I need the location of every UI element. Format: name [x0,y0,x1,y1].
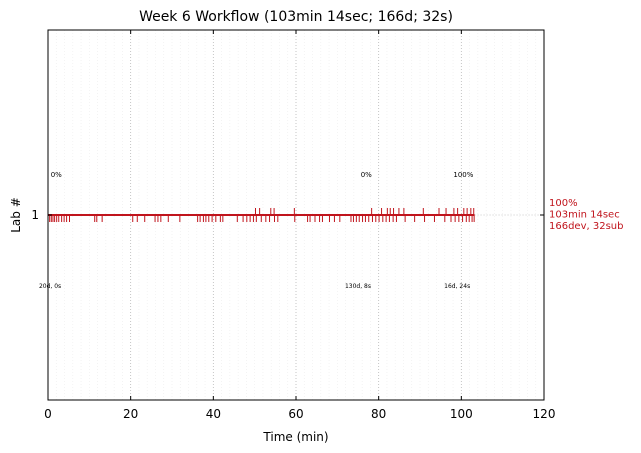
y-tick-label: 1 [31,208,39,222]
segment-count-label: 20d, 0s [39,283,61,290]
segment-count-label: 130d, 8s [345,283,371,290]
lab-lanes: 0% 0% 100%20d, 0s 130d, 8s 16d, 24s100%103mi… [39,171,624,290]
y-axis-label: Lab # [9,197,23,233]
x-tick-label: 120 [533,407,556,421]
x-tick-label: 60 [288,407,303,421]
segment-progress-label: 0% [361,171,372,179]
segment-progress-label: 100% [453,171,473,179]
y-axis-ticks: 1 [31,208,544,222]
x-tick-label: 100 [450,407,473,421]
lane-summary-label: 166dev, 32sub [549,221,623,232]
x-tick-label: 80 [371,407,386,421]
lane-summary-label: 103min 14sec [549,210,620,221]
lane-summary-label: 100% [549,198,578,209]
segment-count-label: 16d, 24s [444,283,470,290]
x-tick-label: 0 [44,407,52,421]
x-tick-label: 20 [123,407,138,421]
x-axis-ticks: 0 20 40 60 80 100 120 [44,30,555,421]
chart-title: Week 6 Workflow (103min 14sec; 166d; 32s… [139,9,453,25]
x-tick-label: 40 [206,407,221,421]
x-axis-label: Time (min) [262,430,328,444]
segment-progress-label: 0% [51,171,62,179]
